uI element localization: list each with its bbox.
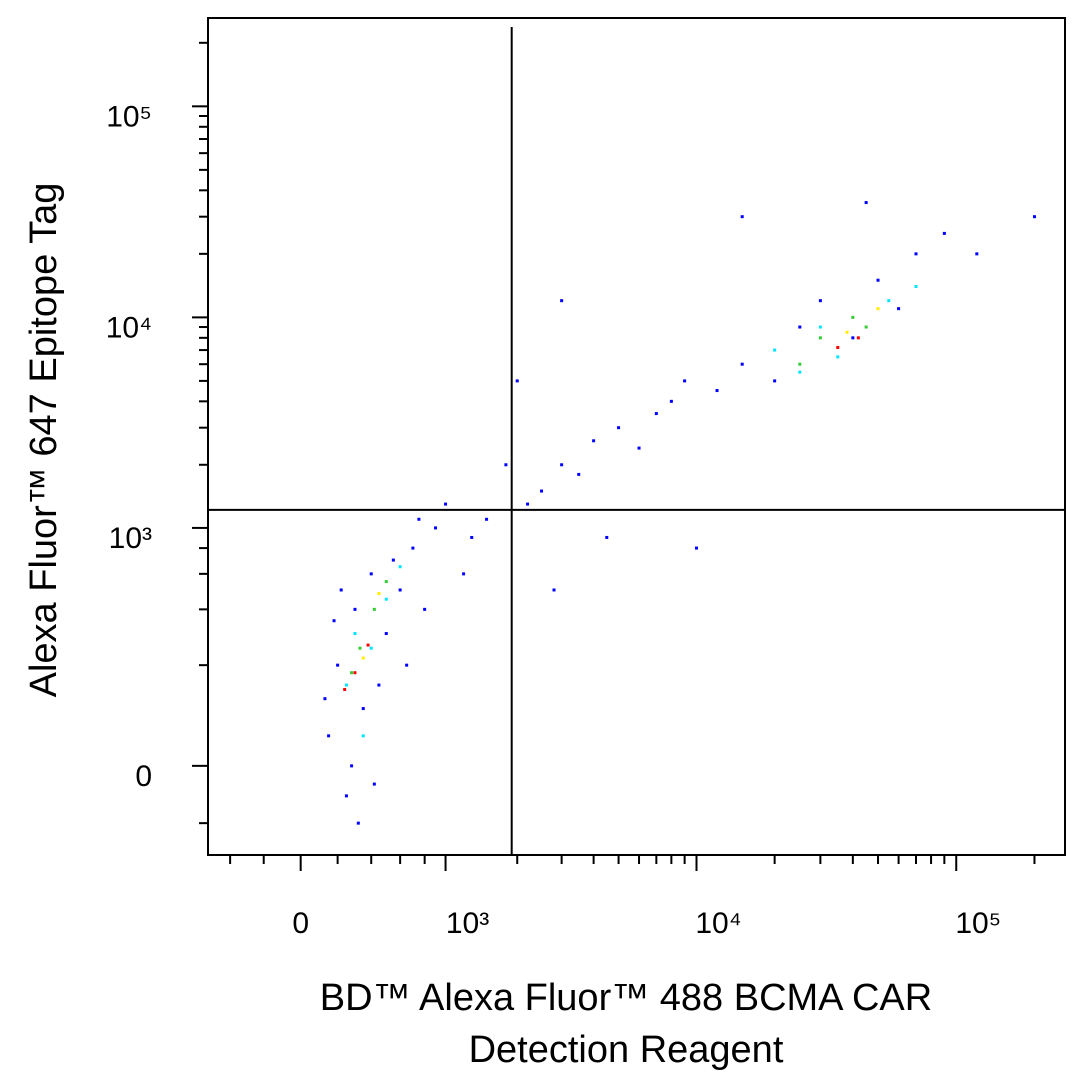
y-axis-label: Alexa Fluor™ 647 Epitope Tag [23, 183, 65, 698]
data-point [361, 734, 365, 738]
data-point [851, 336, 855, 340]
plot-frame [207, 17, 1066, 856]
data-point [384, 597, 388, 601]
data-point [377, 592, 381, 596]
data-point [526, 502, 530, 506]
data-point [323, 697, 327, 701]
data-point [798, 370, 802, 374]
data-point [398, 565, 402, 569]
data-point [1032, 215, 1036, 219]
data-point [654, 412, 658, 416]
data-point [818, 299, 822, 303]
data-point [405, 663, 409, 667]
data-point [914, 252, 918, 256]
data-point [462, 572, 466, 576]
data-point [876, 278, 880, 282]
x-tick-label: 0 [292, 907, 309, 940]
data-point [332, 619, 336, 623]
data-point [617, 426, 621, 430]
data-point [897, 307, 901, 311]
data-point [343, 687, 347, 691]
x-tick-label: 10³ [446, 907, 489, 940]
data-point [669, 399, 673, 403]
data-point [336, 663, 340, 667]
data-point [384, 580, 388, 584]
data-point [560, 299, 564, 303]
data-point [377, 683, 381, 687]
data-point [361, 656, 365, 660]
data-point [361, 707, 365, 711]
data-point [358, 646, 362, 650]
data-point [560, 463, 564, 467]
data-point [942, 231, 946, 235]
data-point [369, 646, 373, 650]
data-point [637, 446, 641, 450]
y-tick-label: 0 [135, 760, 152, 793]
data-point [369, 572, 373, 576]
data-point [740, 215, 744, 219]
data-point [864, 201, 868, 205]
data-point [914, 285, 918, 289]
data-point [818, 336, 822, 340]
data-point [540, 489, 544, 493]
data-point [372, 607, 376, 611]
data-point [339, 588, 343, 592]
data-point [504, 463, 508, 467]
data-point [798, 362, 802, 366]
data-point [552, 588, 556, 592]
data-point [350, 764, 354, 768]
data-point [605, 535, 609, 539]
data-point [350, 671, 354, 675]
data-point [592, 439, 596, 443]
data-point [353, 632, 357, 636]
x-axis-label: BD™ Alexa Fluor™ 488 BCMA CAR [320, 977, 932, 1019]
data-point [773, 379, 777, 383]
data-point [975, 252, 979, 256]
x-axis-label: Detection Reagent [469, 1029, 784, 1071]
data-point [411, 546, 415, 550]
data-point [353, 671, 357, 675]
data-point [384, 632, 388, 636]
data-point [876, 307, 880, 311]
data-point [434, 526, 438, 530]
data-point [856, 336, 860, 340]
data-point [845, 330, 849, 334]
y-tick-label: 10⁴ [106, 311, 152, 344]
data-point [683, 379, 687, 383]
y-tick-label: 10³ [109, 522, 152, 555]
data-point [577, 472, 581, 476]
data-point [515, 379, 519, 383]
data-point [356, 821, 360, 825]
data-point [423, 607, 427, 611]
x-tick-label: 10⁵ [955, 907, 1001, 940]
data-point [344, 794, 348, 798]
data-point [818, 325, 822, 329]
y-tick-label: 10⁵ [106, 100, 152, 133]
data-point [398, 588, 402, 592]
data-point [694, 546, 698, 550]
data-point [836, 355, 840, 359]
data-point [887, 299, 891, 303]
data-point [372, 782, 376, 786]
x-tick-label: 10⁴ [695, 907, 741, 940]
data-point [444, 502, 448, 506]
data-point [798, 325, 802, 329]
data-point [470, 535, 474, 539]
data-point [344, 683, 348, 687]
data-point [836, 345, 840, 349]
data-point [366, 643, 370, 647]
data-point [417, 517, 421, 521]
data-point [327, 734, 331, 738]
data-point [851, 315, 855, 319]
data-point [864, 325, 868, 329]
data-point [391, 558, 395, 562]
data-point [353, 607, 357, 611]
data-point [715, 389, 719, 393]
data-point [773, 348, 777, 352]
data-point [485, 517, 489, 521]
data-point [740, 362, 744, 366]
